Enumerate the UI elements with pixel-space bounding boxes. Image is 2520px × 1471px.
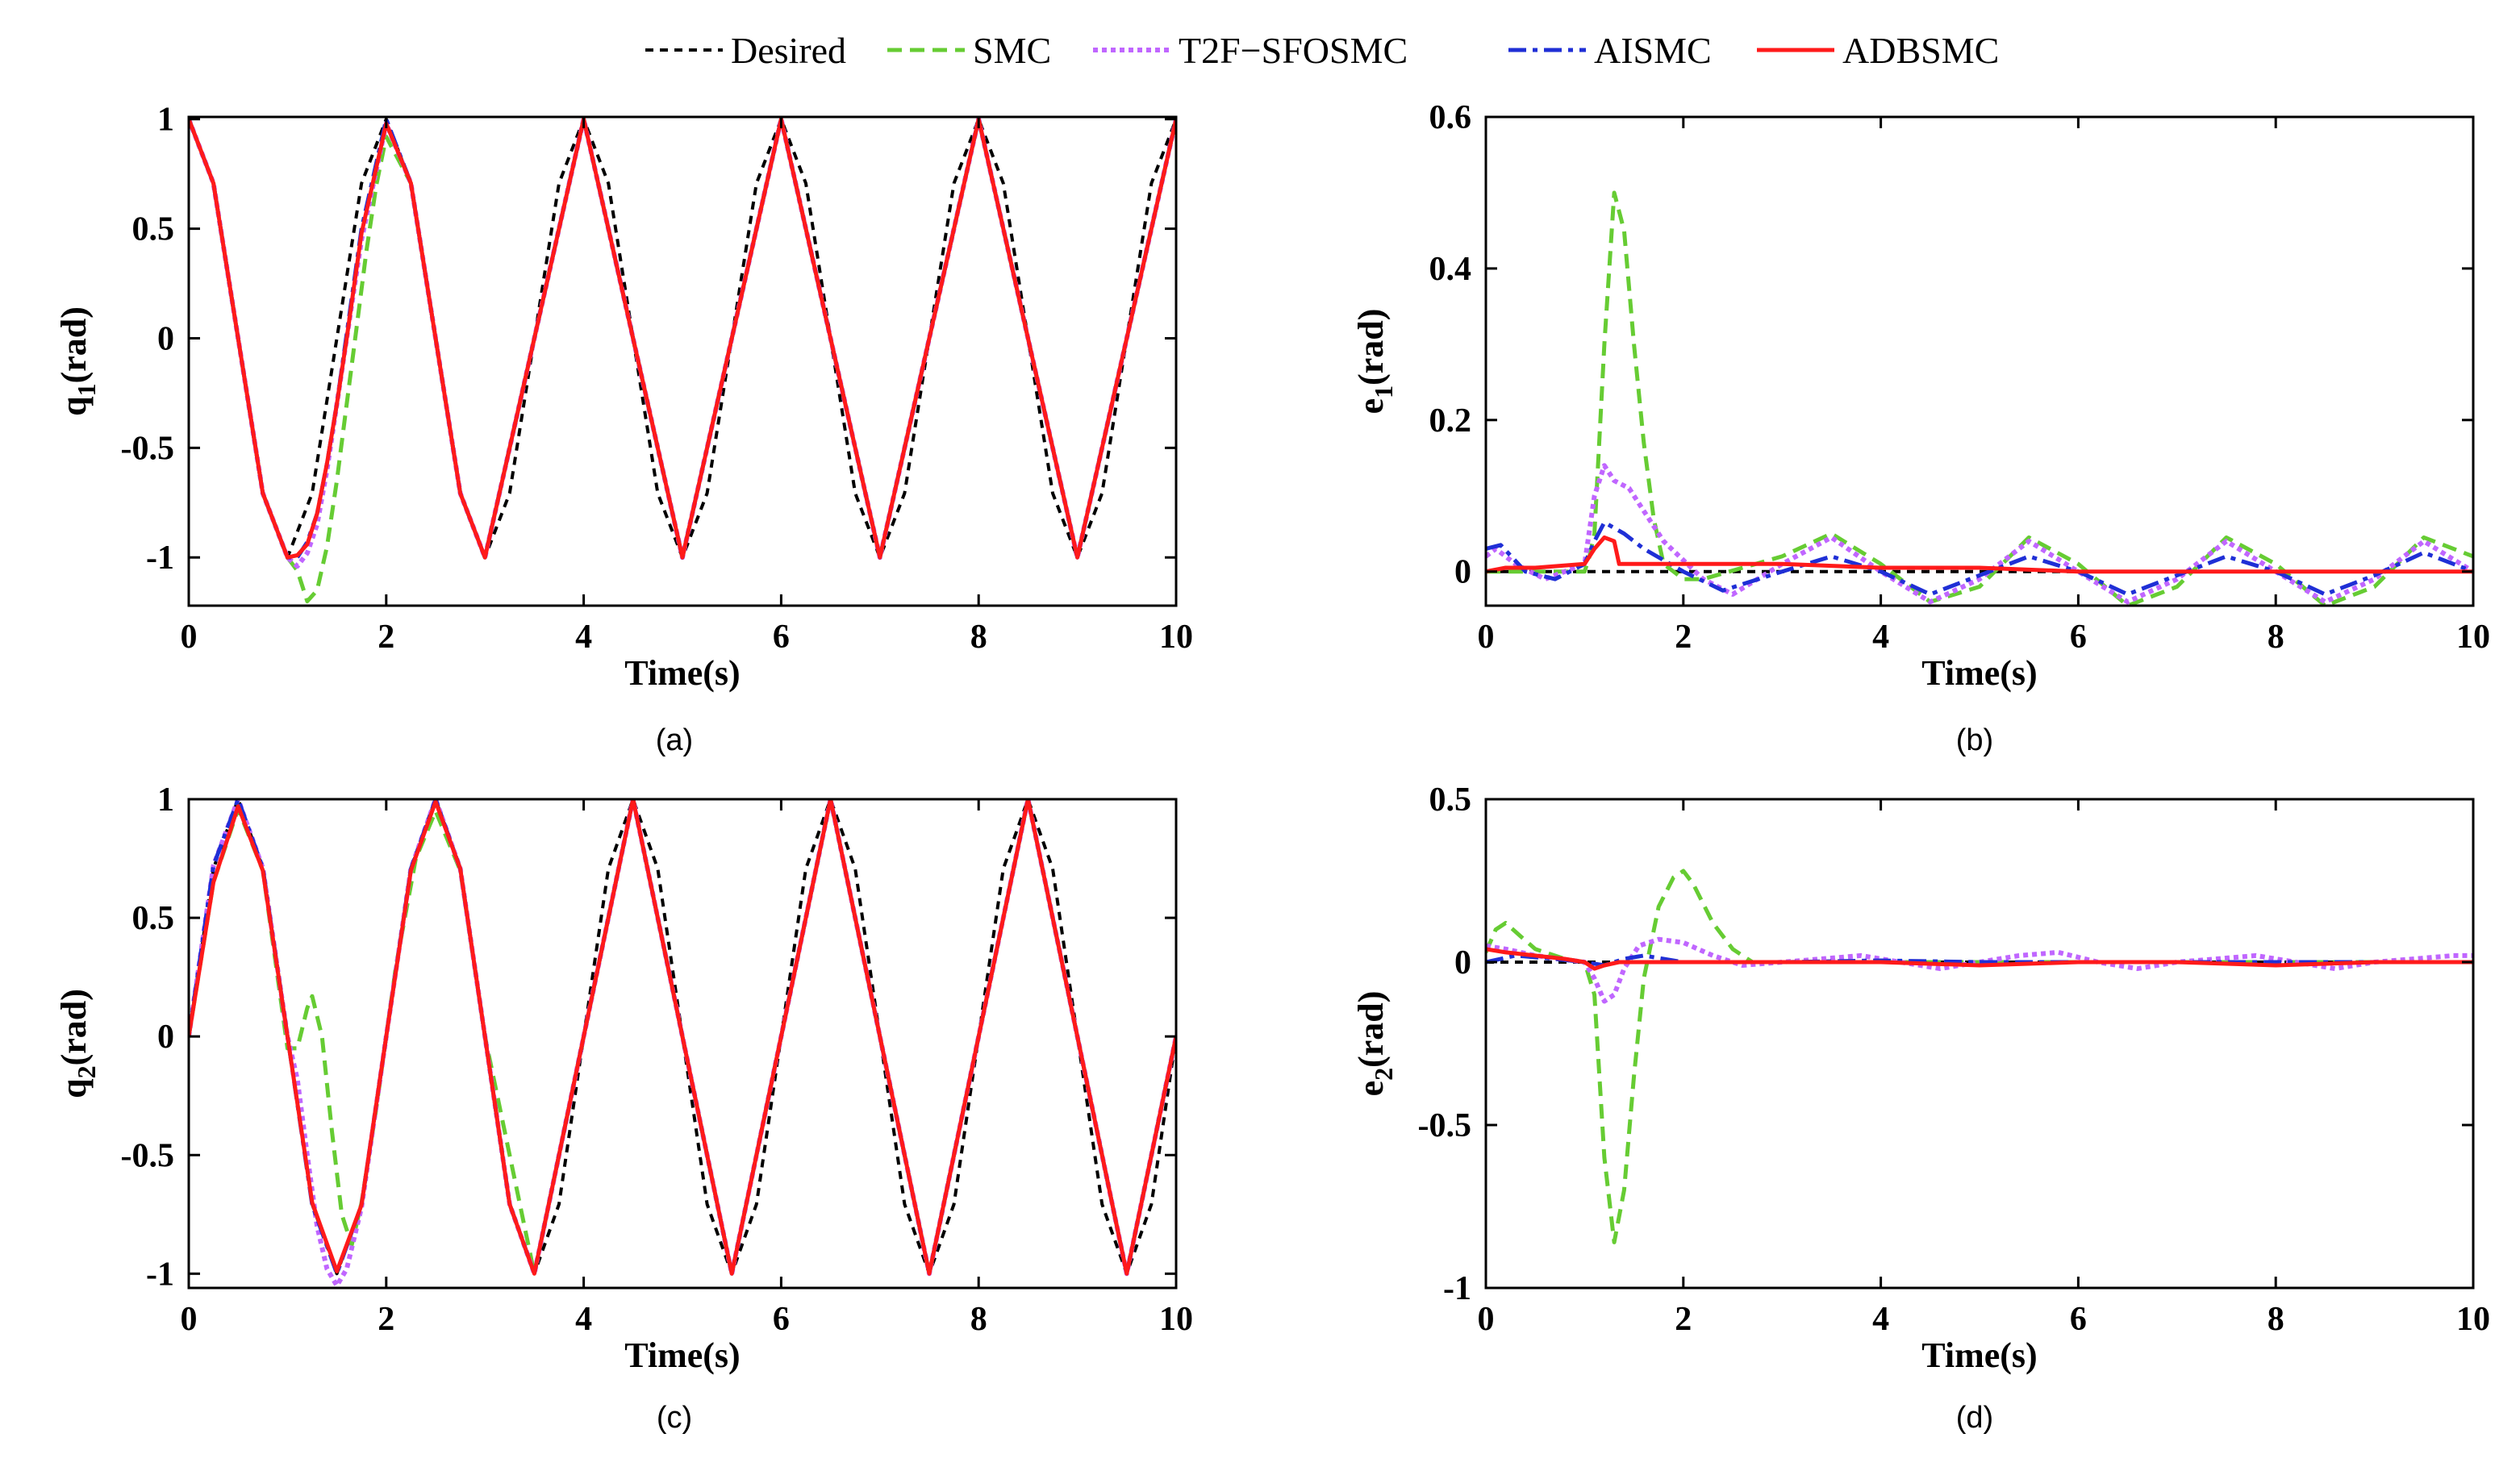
- series-line-adbsmc: [189, 799, 1176, 1276]
- y-tick-label: 1: [157, 102, 174, 139]
- legend-label-0: Desired: [731, 30, 846, 71]
- panel-a-q1: 0 2 4 6 8 10 -1 -0.5 0 0.5 1 Time(s) q1(rad) (a): [54, 102, 1193, 757]
- series-line-adbsmc: [1486, 535, 2473, 574]
- series-line-adbsmc: [189, 117, 1176, 560]
- y-tick-label: -0.5: [1418, 1107, 1472, 1144]
- series-group: [1486, 190, 2473, 606]
- plot-area: [1486, 117, 2473, 606]
- x-tick-label: 10: [1159, 1301, 1193, 1338]
- x-tick-label: 2: [1675, 619, 1692, 656]
- series-line-smc: [1486, 190, 2473, 606]
- series-group: [189, 117, 1176, 604]
- y-tick-label: 1: [157, 781, 174, 819]
- y-tick-label: 0.4: [1429, 251, 1472, 288]
- x-tick-label: 8: [970, 619, 987, 656]
- y-axis-label: e1(rad): [1351, 309, 1398, 415]
- plot-area: [189, 117, 1176, 606]
- x-tick-label: 0: [1478, 1301, 1495, 1338]
- y-axis-label: e2(rad): [1351, 991, 1398, 1097]
- y-axis-label: q1(rad): [54, 306, 101, 416]
- x-tick-label: 6: [773, 1301, 790, 1338]
- series-group: [189, 799, 1176, 1288]
- panel-b-e1: 0 2 4 6 8 10 0 0.2 0.4 0.6 Time(s) e1(rad) (b): [1351, 99, 2490, 757]
- y-tick-label: -0.5: [121, 430, 175, 467]
- x-axis-label: Time(s): [624, 653, 740, 693]
- y-tick-label: 0: [157, 320, 174, 357]
- y-tick-label: 0.2: [1429, 402, 1472, 440]
- x-tick-label: 4: [575, 619, 592, 656]
- x-axis-label: Time(s): [624, 1336, 740, 1375]
- series-line-desired: [189, 799, 1176, 1276]
- panel-caption: (a): [656, 723, 693, 757]
- panel-caption: (c): [657, 1401, 692, 1435]
- series-line-t2fsfosmc: [189, 799, 1176, 1288]
- axes-frame: [187, 115, 1178, 607]
- legend-label-2: T2F−SFOSMC: [1179, 30, 1408, 71]
- x-tick-label: 2: [378, 1301, 394, 1338]
- x-tick-label: 8: [2268, 1301, 2284, 1338]
- x-tick-label: 8: [2268, 619, 2284, 656]
- axes-frame: [1484, 115, 2475, 607]
- panel-d-e2: 0 2 4 6 8 10 -1 -0.5 0 0.5 Time(s) e2(rad) (d): [1351, 781, 2490, 1435]
- panel-caption: (d): [1956, 1401, 1993, 1435]
- x-axis-label: Time(s): [1921, 1336, 2037, 1375]
- x-tick-label: 0: [181, 1301, 198, 1338]
- legend: Desired SMC T2F−SFOSMC AISMC ADBSMC: [645, 30, 1999, 71]
- x-tick-label: 4: [1872, 619, 1889, 656]
- x-tick-label: 10: [1159, 619, 1193, 656]
- series-line-adbsmc: [1486, 947, 2473, 971]
- legend-label-3: AISMC: [1594, 30, 1712, 71]
- y-tick-label: -0.5: [121, 1137, 175, 1174]
- x-tick-label: 0: [1478, 619, 1495, 656]
- y-tick-label: -1: [146, 1256, 174, 1293]
- y-tick-label: 0.5: [132, 900, 175, 937]
- panel-caption: (b): [1956, 723, 1993, 757]
- y-tick-label: -1: [1443, 1270, 1471, 1307]
- legend-label-1: SMC: [973, 30, 1051, 71]
- y-tick-label: 0: [1454, 944, 1471, 981]
- x-tick-label: 4: [1872, 1301, 1889, 1338]
- x-tick-label: 6: [2070, 1301, 2087, 1338]
- y-tick-label: 0.6: [1429, 99, 1472, 136]
- plot-area: [1486, 799, 2473, 1288]
- y-tick-label: 0: [157, 1019, 174, 1056]
- x-tick-label: 2: [1675, 1301, 1692, 1338]
- y-tick-label: -1: [146, 540, 174, 577]
- series-group: [1486, 869, 2473, 1244]
- x-tick-label: 2: [378, 619, 394, 656]
- y-tick-label: 0: [1454, 554, 1471, 591]
- x-tick-label: 8: [970, 1301, 987, 1338]
- axes-frame: [187, 798, 1178, 1290]
- y-tick-label: 0.5: [132, 211, 175, 248]
- panel-c-q2: 0 2 4 6 8 10 -1 -0.5 0 0.5 1 Time(s) q2(rad) (c): [54, 781, 1193, 1435]
- x-tick-label: 10: [2456, 1301, 2490, 1338]
- y-tick-label: 0.5: [1429, 781, 1472, 819]
- x-tick-label: 6: [2070, 619, 2087, 656]
- axes-frame: [1484, 798, 2475, 1290]
- y-axis-label: q2(rad): [54, 989, 101, 1098]
- x-tick-label: 10: [2456, 619, 2490, 656]
- x-axis-label: Time(s): [1921, 653, 2037, 693]
- x-tick-label: 6: [773, 619, 790, 656]
- x-tick-label: 4: [575, 1301, 592, 1338]
- legend-label-4: ADBSMC: [1842, 30, 1999, 71]
- x-tick-label: 0: [181, 619, 198, 656]
